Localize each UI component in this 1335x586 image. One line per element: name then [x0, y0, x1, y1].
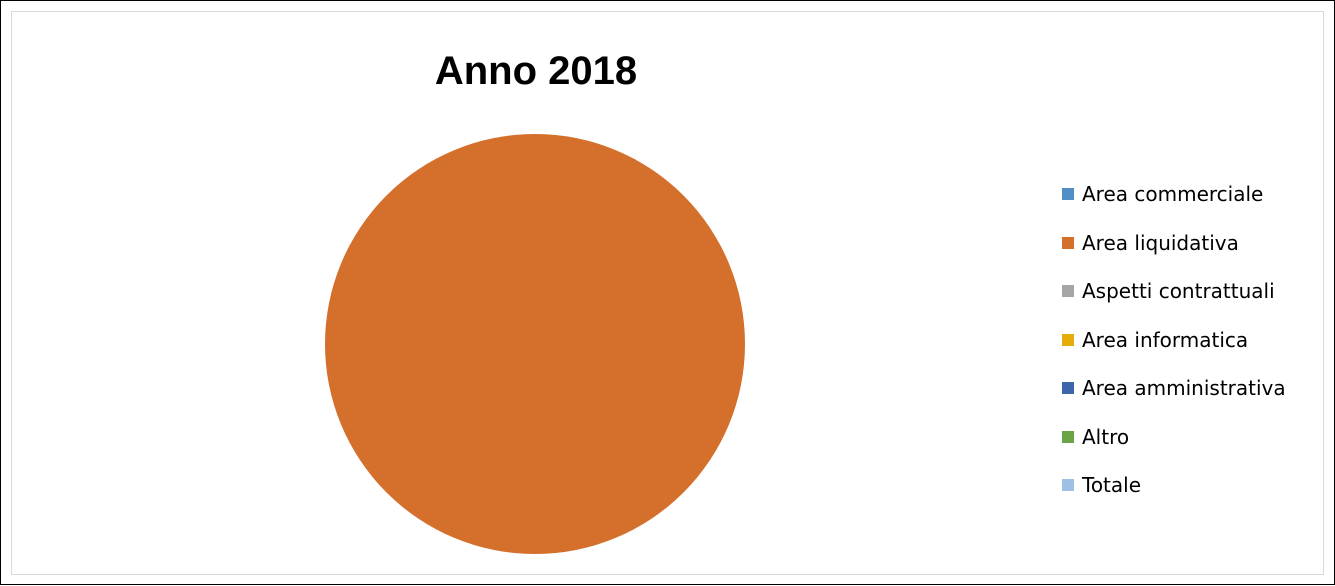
- legend-item-area-informatica: Area informatica: [1062, 328, 1286, 377]
- legend-label: Area informatica: [1082, 327, 1249, 352]
- legend-label: Area amministrativa: [1082, 376, 1286, 400]
- legend-swatch: [1062, 285, 1074, 297]
- chart-title: Anno 2018: [434, 49, 638, 93]
- legend-label: Area liquidativa: [1082, 230, 1239, 255]
- legend-item-area-amministrativa: Area amministrativa: [1062, 376, 1286, 425]
- legend-item-area-commerciale: Area commerciale: [1062, 182, 1286, 231]
- legend-label: Altro: [1082, 424, 1130, 449]
- legend-swatch: [1062, 430, 1074, 443]
- pie-slice-area-liquidativa: [325, 134, 745, 554]
- legend-label: Aspetti contrattuali: [1082, 279, 1275, 303]
- legend-swatch: [1062, 333, 1074, 346]
- legend: Area commerciale Area liquidativa Aspetti …: [1062, 182, 1286, 522]
- legend-swatch: [1062, 236, 1074, 249]
- legend-item-totale: Totale: [1062, 473, 1286, 522]
- chart-area: [11, 11, 1324, 575]
- legend-swatch: [1062, 188, 1074, 200]
- legend-label: Totale: [1082, 473, 1142, 497]
- legend-item-aspetti-contrattuali: Aspetti contrattuali: [1062, 279, 1286, 328]
- legend-swatch: [1062, 479, 1074, 491]
- legend-swatch: [1062, 382, 1074, 394]
- legend-item-altro: Altro: [1062, 425, 1286, 474]
- legend-item-area-liquidativa: Area liquidativa: [1062, 231, 1286, 280]
- legend-label: Area commerciale: [1082, 182, 1264, 206]
